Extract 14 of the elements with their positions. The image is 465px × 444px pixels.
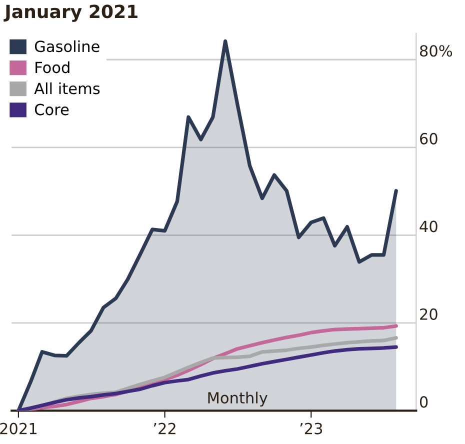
y-tick-label: 40 [420, 220, 438, 232]
legend-label: Food [36, 61, 70, 74]
x-tick-label: 2021 [0, 422, 36, 434]
chart-title: January 2021 [4, 4, 138, 22]
y-tick-label: 20 [420, 308, 438, 320]
legend-label: Gasoline [34, 40, 100, 52]
x-tick-label: ’23 [300, 422, 322, 434]
y-tick-label: 80% [420, 45, 452, 57]
annotation: Monthly [208, 392, 268, 407]
y-tick-label: 0 [420, 396, 428, 408]
legend-label: Core [34, 104, 69, 116]
x-tick-label: ’22 [154, 422, 176, 434]
legend-label: All items [34, 82, 100, 94]
y-tick-label: 60 [420, 132, 438, 144]
